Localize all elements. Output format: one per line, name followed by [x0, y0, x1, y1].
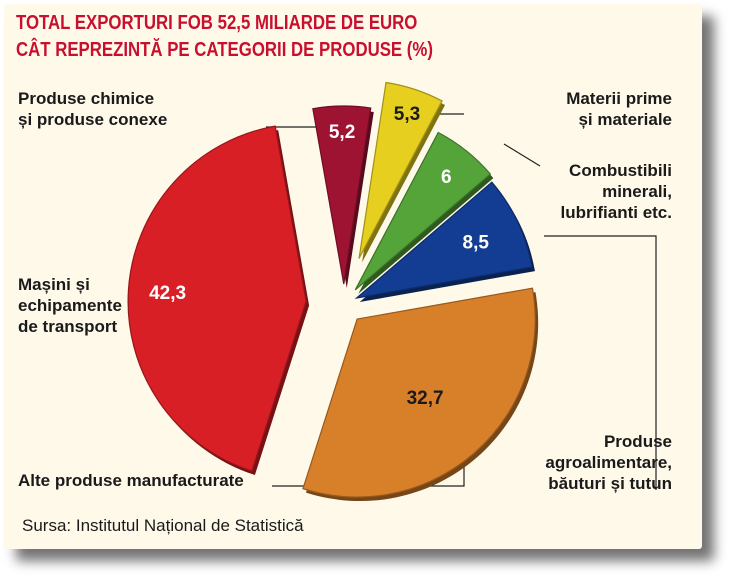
pie-slice-3: [354, 181, 533, 299]
value-label-4: 32,7: [407, 388, 444, 409]
pie-slices: [127, 81, 539, 502]
label-materii-prime: Materii prime și materiale: [566, 89, 672, 129]
chart-title: TOTAL EXPORTURI FOB 52,5 MILIARDE DE EUR…: [16, 10, 433, 64]
pie-slice-5: [127, 125, 307, 472]
pie-slice-0: [312, 105, 372, 285]
chart-title-line-2: CÂT REPREZINTĂ PE CATEGORII DE PRODUSE (…: [16, 39, 433, 61]
label-combustibili: Combustibili minerali, lubrifianti etc.: [560, 161, 672, 222]
pie-slice-2: [354, 131, 492, 291]
leader-line-4: [544, 235, 657, 490]
leader-line-2: [503, 143, 541, 167]
value-label-0: 5,2: [329, 122, 355, 143]
label-produse-chimice: Produse chimice și produse conexe: [18, 89, 168, 129]
pie-slice-4: [302, 287, 536, 498]
source-note: Sursa: Institutul Național de Statistică: [22, 516, 304, 535]
label-agroalimentare: Produse agroalimentare, băuturi și tutun: [545, 432, 672, 493]
pie-slice-1: [358, 81, 443, 259]
value-label-3: 8,5: [463, 233, 490, 254]
value-label-5: 42,3: [149, 283, 186, 304]
value-label-2: 6: [441, 167, 452, 188]
pie-chart: 5,2 5,3 6 8,5 32,7 42,3: [127, 81, 657, 502]
label-masini: Mașini și echipamente de transport: [18, 275, 122, 336]
infographic-card: TOTAL EXPORTURI FOB 52,5 MILIARDE DE EUR…: [4, 4, 702, 549]
value-label-1: 5,3: [394, 104, 420, 125]
value-labels: 5,2 5,3 6 8,5 32,7 42,3: [149, 104, 489, 409]
chart-title-line-1: TOTAL EXPORTURI FOB 52,5 MILIARDE DE EUR…: [16, 12, 418, 34]
label-alte-produse: Alte produse manufacturate: [18, 471, 244, 490]
